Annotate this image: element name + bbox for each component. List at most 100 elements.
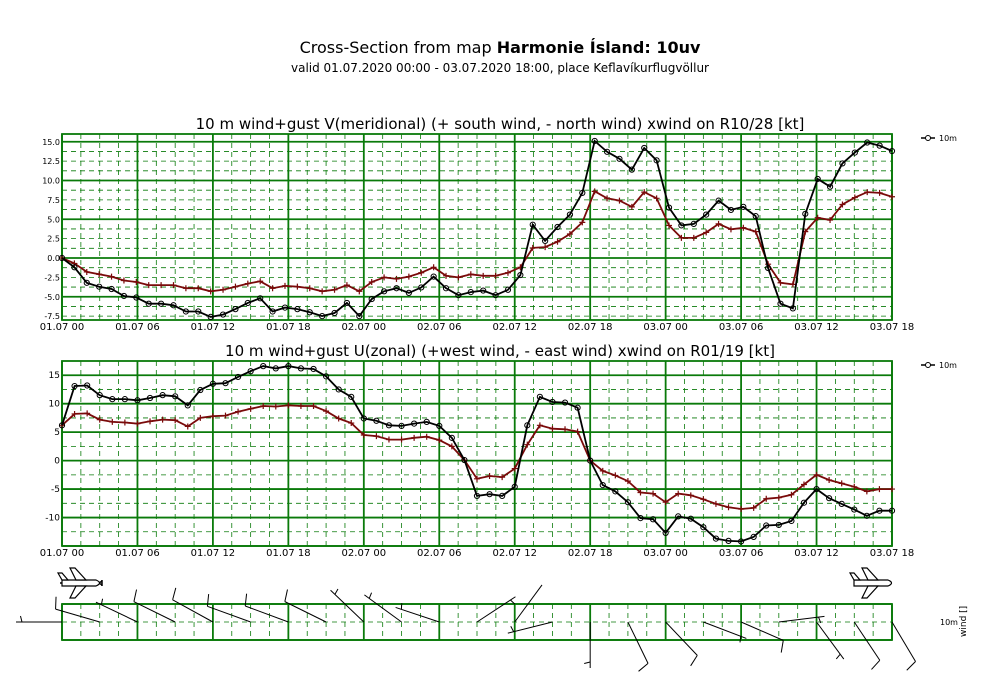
- wind-point: [306, 285, 313, 292]
- gust-point: [486, 491, 493, 498]
- wind-point: [319, 288, 326, 295]
- x-tick-label: 01.07 12: [191, 322, 236, 333]
- gust-point: [473, 492, 481, 500]
- wind-point: [725, 504, 732, 511]
- y-tick-label: 10.0: [42, 177, 60, 186]
- wind-point: [398, 436, 405, 443]
- gust-point: [195, 308, 202, 315]
- gust-point: [863, 512, 870, 519]
- wind-point: [448, 443, 455, 450]
- gust-point: [566, 211, 574, 218]
- wind-point: [662, 499, 669, 506]
- wind-point: [524, 441, 531, 448]
- gust-point: [405, 289, 412, 296]
- gust-point: [219, 311, 227, 318]
- x-tick-label: 01.07 06: [115, 322, 160, 333]
- gust-point: [591, 137, 598, 145]
- wind-barb-feather: [284, 589, 288, 602]
- gust-point: [700, 524, 707, 531]
- wind-point: [480, 272, 487, 279]
- gust-point: [232, 306, 239, 313]
- gust-point: [71, 264, 78, 271]
- gust-point: [121, 396, 128, 403]
- gust-point: [58, 422, 66, 429]
- wind-point: [814, 214, 821, 221]
- wind-barb-staff: [816, 621, 845, 660]
- wind-point: [356, 288, 363, 295]
- y-tick-label: 5: [54, 428, 60, 438]
- wind-barb-half-feather: [818, 616, 822, 624]
- wind-point: [158, 282, 165, 289]
- gust-point: [561, 399, 569, 406]
- gust-point: [319, 313, 326, 320]
- panel2-title: 10 m wind+gust U(zonal) (+west wind, - e…: [225, 342, 775, 360]
- wind-point: [777, 279, 784, 286]
- wind-barb-feather: [906, 661, 916, 671]
- wind-barb-half-feather: [510, 599, 516, 605]
- gust-point: [752, 213, 759, 220]
- wind-point: [244, 280, 251, 287]
- gust-point: [172, 393, 179, 400]
- wind-barb-half-feather: [368, 592, 373, 599]
- wind-point: [511, 465, 518, 472]
- panel2-grid: [61, 360, 893, 547]
- gust-point: [159, 392, 166, 399]
- panel2-ticks: 15 10 5 0 -5 -10 01.07 00 01.07 06 01.07 12 01.07…: [40, 371, 915, 559]
- gust-point: [272, 365, 279, 372]
- title-prefix: Cross-Section from map: [299, 38, 497, 57]
- gust-point: [725, 537, 732, 544]
- wind-point: [220, 286, 227, 293]
- gust-point: [839, 160, 846, 167]
- x-tick-label: 02.07 00: [342, 548, 387, 559]
- wind-point: [889, 486, 895, 493]
- gust-point: [310, 365, 317, 373]
- x-tick-label: 01.07 00: [40, 322, 85, 333]
- wind-point: [690, 234, 697, 241]
- wind-point: [813, 471, 820, 478]
- x-tick-label: 02.07 06: [417, 548, 462, 559]
- wind-barb-staff: [514, 584, 543, 623]
- wind-point: [423, 433, 430, 440]
- gust-point: [499, 492, 506, 500]
- gust-point: [209, 380, 217, 387]
- gust-point: [851, 149, 858, 156]
- wind-point: [666, 222, 673, 229]
- wind-barb-staff: [172, 599, 214, 623]
- chart-subtitle: valid 01.07.2020 00:00 - 03.07.2020 18:0…: [290, 61, 709, 75]
- gust-point: [423, 418, 430, 426]
- wind-point: [889, 193, 895, 200]
- wind-point: [269, 285, 276, 292]
- wind-point: [197, 414, 204, 421]
- wind-point: [549, 425, 556, 432]
- wind-point: [604, 195, 611, 202]
- wind-point: [172, 417, 179, 424]
- y-tick-label: 7.5: [47, 196, 60, 205]
- gust-point: [285, 363, 292, 370]
- y-tick-label: 15: [49, 371, 60, 381]
- gust-point: [145, 300, 152, 307]
- y-tick-label: 10: [49, 400, 61, 410]
- gust-point: [170, 302, 177, 309]
- wind-barb-staff: [284, 601, 327, 623]
- wind-point: [628, 203, 635, 210]
- gust-point: [197, 386, 204, 394]
- gust-point: [393, 285, 400, 292]
- wind-barb-staff: [245, 605, 289, 623]
- gust-point: [775, 521, 782, 529]
- x-tick-label: 02.07 00: [342, 322, 387, 333]
- wind-point: [775, 494, 782, 501]
- gust-point: [120, 292, 128, 300]
- gust-point: [517, 271, 524, 279]
- x-tick-label: 02.07 06: [417, 322, 462, 333]
- gust-point: [281, 304, 289, 311]
- gust-point: [662, 529, 669, 537]
- gust-point: [612, 488, 619, 495]
- gust-point: [789, 305, 796, 312]
- wind-point: [599, 467, 606, 474]
- wind-point: [83, 268, 90, 275]
- wind-point: [294, 283, 301, 290]
- gust-series-line: [61, 365, 892, 543]
- gust-point: [737, 538, 745, 545]
- x-tick-label: 03.07 18: [870, 548, 915, 559]
- gust-point: [529, 221, 536, 228]
